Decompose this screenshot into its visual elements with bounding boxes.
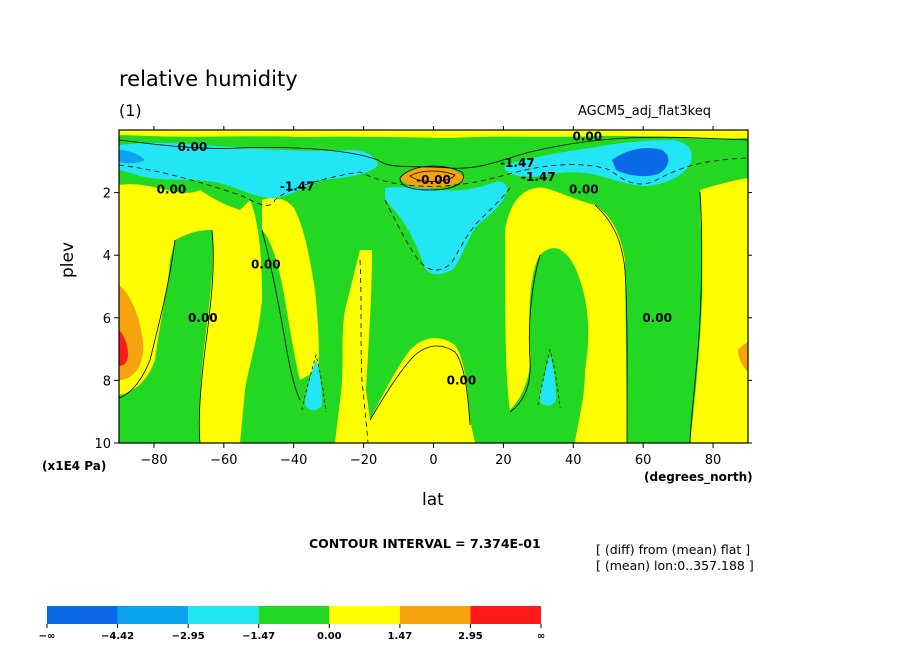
x-tick-label: −40	[280, 453, 307, 468]
x-tick-label: −80	[140, 453, 167, 468]
x-tick-label: −60	[210, 453, 237, 468]
contour-label: -1.47	[521, 170, 556, 184]
contour-label: 0.00	[188, 311, 218, 325]
region-yellow-far-east	[690, 178, 748, 443]
y-tick-label: 10	[94, 437, 111, 452]
contour-label: -1.47	[500, 156, 535, 170]
contour-label: 0.00	[642, 311, 672, 325]
x-tick-label: 40	[565, 453, 582, 468]
region-orange-east	[738, 342, 748, 372]
contour-solid-east-2	[594, 204, 628, 443]
contour-label: 0.00	[251, 258, 281, 272]
chart-units: (1)	[119, 101, 142, 120]
colorbar-label: 1.47	[388, 631, 413, 642]
contour-dashed-mid-center	[359, 259, 369, 443]
region-cyan-northwest	[119, 142, 378, 198]
region-cyan-spike-west	[305, 360, 322, 411]
region-yellow-midwest	[262, 198, 319, 380]
colorbar-label: 0.00	[317, 631, 342, 642]
contour-solid-west-1	[119, 239, 176, 399]
contour-solid-south-center	[369, 345, 471, 426]
colorbar-swatch	[47, 606, 118, 624]
region-blue-west-top	[119, 150, 145, 164]
region-cyan-spike-east	[540, 355, 556, 406]
colorbar-label: −4.42	[101, 631, 134, 642]
x-tick-label: −20	[350, 453, 377, 468]
colorbar-swatch	[329, 606, 400, 624]
colorbar-swatch	[399, 606, 471, 624]
experiment-name: AGCM5_adj_flat3keq	[578, 104, 711, 119]
x-tick-label: 20	[495, 453, 512, 468]
colorbar-swatch	[117, 606, 189, 624]
contour-dashed-spike-east	[537, 348, 561, 409]
x-axis-unit: (degrees_north)	[644, 470, 753, 484]
contour-dashed-upper	[119, 157, 748, 206]
contour-labels: 0.000.00 -1.47-1.47-1.470.000.00-0.000.00…	[157, 129, 672, 387]
contour-zero-top	[119, 136, 748, 169]
contour-dashed-center	[384, 187, 511, 271]
mean-note: [ (mean) lon:0..357.188 ]	[596, 558, 754, 573]
y-tick-label: 2	[103, 187, 111, 202]
contour-interval: CONTOUR INTERVAL = 7.374E-01	[309, 536, 541, 551]
contour-label: 0.00	[157, 182, 187, 196]
region-yellow-top-strip	[119, 130, 748, 139]
contour-label: 0.00	[572, 129, 602, 143]
x-axis-label: lat	[422, 490, 444, 510]
contour-lines	[119, 136, 748, 443]
colorbar: −∞ −4.42 −2.95 −1.47 0.00 1.47 2.95 ∞	[39, 606, 545, 642]
region-yellow-west	[119, 184, 262, 443]
contour-solid-far-east	[689, 191, 703, 443]
region-cyan-center	[385, 181, 507, 275]
colorbar-swatch	[470, 606, 541, 624]
colorbar-label: −2.95	[172, 631, 205, 642]
colorbar-label: ∞	[537, 631, 545, 642]
x-axis: −80 −60 −40 −20 0 20 40 60 80	[140, 126, 721, 468]
contour-label: 0.00	[447, 373, 477, 387]
region-yellow-east	[505, 187, 627, 443]
diff-note: [ (diff) from (mean) flat ]	[596, 542, 751, 557]
contour-solid-midwest	[261, 229, 301, 401]
y-axis-unit: (x1E4 Pa)	[42, 459, 107, 473]
plot-fill	[119, 130, 748, 443]
contour-label: 0.00	[178, 140, 208, 154]
contour-ring-center	[399, 165, 464, 191]
colorbar-label: −1.47	[242, 631, 275, 642]
x-tick-label: 60	[635, 453, 652, 468]
region-orange-center	[400, 166, 465, 188]
colorbar-label: 2.95	[458, 631, 483, 642]
y-axis: 2 4 6 8 10	[94, 187, 752, 452]
contour-ring-center-inner	[409, 170, 456, 182]
y-axis-label: plev	[58, 241, 78, 278]
y-tick-label: 8	[103, 374, 111, 389]
region-yellow-south-center	[335, 250, 475, 443]
contour-label: -0.00	[416, 173, 451, 187]
chart-title: relative humidity	[119, 67, 298, 91]
y-tick-label: 6	[103, 312, 111, 327]
colorbar-swatch	[188, 606, 259, 624]
contour-solid-west-2	[198, 229, 214, 443]
region-blue-northeast	[612, 148, 669, 177]
colorbar-swatch	[258, 606, 330, 624]
y-tick-label: 4	[103, 249, 111, 264]
x-tick-label: 80	[705, 453, 722, 468]
contour-dashed-spike-west	[301, 353, 327, 413]
colorbar-label: −∞	[39, 631, 56, 642]
contour-label: 0.00	[569, 182, 599, 196]
contour-solid-east-1	[509, 254, 541, 413]
region-red-west	[119, 330, 128, 366]
contour-label: -1.47	[280, 179, 315, 193]
x-tick-label: 0	[429, 453, 437, 468]
